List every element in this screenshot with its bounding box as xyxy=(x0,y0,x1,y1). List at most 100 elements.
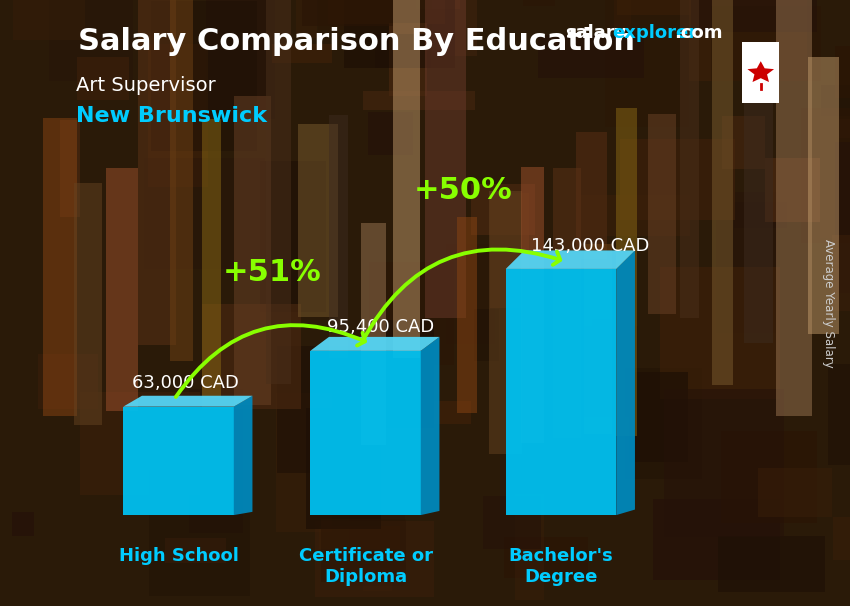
Bar xyxy=(614,0,631,37)
Bar xyxy=(433,0,477,56)
Bar xyxy=(620,139,735,219)
Polygon shape xyxy=(234,396,252,515)
Bar xyxy=(320,526,400,549)
Bar xyxy=(425,0,467,318)
Bar xyxy=(660,267,779,399)
Bar xyxy=(680,0,699,318)
Text: 95,400 CAD: 95,400 CAD xyxy=(327,318,434,336)
Text: explorer: explorer xyxy=(612,24,697,42)
Bar xyxy=(575,132,607,259)
Bar xyxy=(820,181,850,238)
Bar xyxy=(581,195,690,236)
Bar xyxy=(369,112,413,155)
Bar xyxy=(808,57,839,334)
Bar xyxy=(503,537,587,578)
Bar xyxy=(106,168,138,411)
Bar xyxy=(369,262,454,364)
Bar xyxy=(138,0,176,345)
Bar xyxy=(833,517,850,561)
Bar xyxy=(688,0,807,81)
Bar xyxy=(839,119,850,138)
Polygon shape xyxy=(310,351,421,515)
Bar xyxy=(617,0,691,15)
Bar xyxy=(489,191,522,454)
Bar xyxy=(319,0,416,30)
Polygon shape xyxy=(310,337,439,351)
Polygon shape xyxy=(506,269,616,515)
Bar xyxy=(538,35,644,78)
Text: 63,000 CAD: 63,000 CAD xyxy=(132,374,239,392)
Text: Salary Comparison By Education: Salary Comparison By Education xyxy=(78,27,636,56)
Bar xyxy=(259,161,326,311)
Text: .com: .com xyxy=(674,24,722,42)
Bar xyxy=(320,519,406,582)
Bar xyxy=(202,119,221,398)
Bar xyxy=(765,158,819,222)
Bar xyxy=(363,91,475,110)
Bar xyxy=(165,538,226,563)
Text: salary: salary xyxy=(565,24,626,42)
Bar xyxy=(758,468,832,517)
Bar xyxy=(416,0,460,8)
Bar xyxy=(376,35,431,68)
Bar xyxy=(349,483,405,586)
Bar xyxy=(148,44,208,187)
Bar xyxy=(361,223,386,445)
Bar xyxy=(520,167,544,443)
Bar xyxy=(523,0,555,6)
Bar xyxy=(604,0,689,127)
Bar xyxy=(344,0,455,68)
Bar xyxy=(625,368,702,479)
Bar xyxy=(170,0,193,361)
Bar xyxy=(629,372,688,462)
Bar xyxy=(718,536,825,592)
Bar xyxy=(149,470,251,596)
Bar xyxy=(722,116,765,168)
Text: Bachelor's
Degree: Bachelor's Degree xyxy=(508,547,614,586)
Text: Average Yearly Salary: Average Yearly Salary xyxy=(822,239,836,367)
Bar xyxy=(584,244,612,434)
Polygon shape xyxy=(123,407,234,515)
Bar xyxy=(821,85,850,116)
Bar xyxy=(654,499,780,579)
Bar xyxy=(734,202,787,228)
Bar xyxy=(515,494,544,601)
Bar xyxy=(490,193,529,307)
Bar xyxy=(664,389,784,538)
Text: +50%: +50% xyxy=(414,176,513,205)
Bar xyxy=(275,393,332,532)
Bar xyxy=(42,118,77,416)
Bar xyxy=(742,42,779,103)
Bar xyxy=(296,0,317,38)
Bar xyxy=(38,355,99,409)
Bar xyxy=(802,107,850,243)
Bar xyxy=(422,401,471,424)
Bar xyxy=(314,521,434,597)
Text: New Brunswick: New Brunswick xyxy=(76,106,268,126)
Bar xyxy=(49,0,133,81)
Bar xyxy=(189,390,243,533)
Bar xyxy=(775,0,812,416)
Text: Certificate or
Diploma: Certificate or Diploma xyxy=(298,547,433,586)
Bar xyxy=(388,22,428,96)
Bar xyxy=(206,0,275,119)
Bar xyxy=(474,309,499,361)
Bar xyxy=(381,321,434,428)
Bar xyxy=(329,115,348,358)
Bar xyxy=(471,184,535,235)
Bar xyxy=(483,496,541,549)
Bar xyxy=(298,124,338,317)
Text: +51%: +51% xyxy=(223,258,321,287)
Bar xyxy=(80,392,200,495)
Bar xyxy=(744,62,773,344)
Bar xyxy=(328,0,445,24)
Polygon shape xyxy=(123,396,252,407)
Bar xyxy=(13,0,85,41)
Bar xyxy=(75,182,103,425)
Bar xyxy=(201,304,301,409)
Bar xyxy=(828,364,850,465)
Bar xyxy=(552,168,581,438)
Bar xyxy=(616,108,637,436)
Bar xyxy=(722,431,817,523)
Bar xyxy=(691,0,817,32)
